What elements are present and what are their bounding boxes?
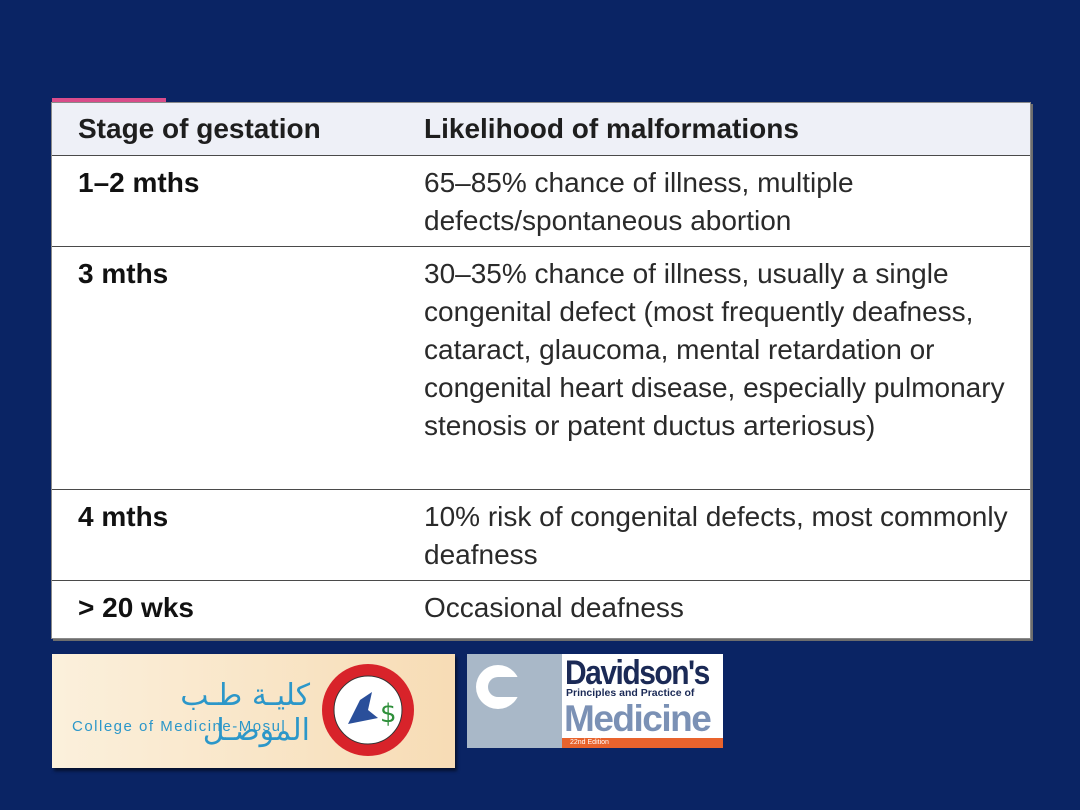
table-row: > 20 wks Occasional deafness (52, 581, 1030, 639)
table-row: 4 mths 10% risk of congenital defects, m… (52, 489, 1030, 581)
college-of-medicine-mosul-logo: كليـة طـب الموصـل College of Medicine-Mo… (52, 654, 455, 768)
table-row: 1–2 mths 65–85% chance of illness, multi… (52, 155, 1030, 247)
header-stage: Stage of gestation (52, 103, 424, 156)
header-likelihood: Likelihood of malformations (424, 103, 1030, 156)
logo-davidsons-title: Davidson's (565, 654, 710, 692)
logo-medicine-text: Medicine (564, 698, 712, 739)
logo-english-text: College of Medicine-Mosul (72, 718, 287, 735)
stage-cell: > 20 wks (78, 592, 194, 623)
svg-text:$: $ (380, 699, 397, 729)
college-seal-icon: $ (322, 664, 414, 756)
data-table: Stage of gestation Likelihood of malform… (52, 103, 1030, 639)
logo-arabic-text: كليـة طـب الموصـل (180, 678, 310, 748)
likelihood-cell: Occasional deafness (424, 592, 684, 623)
rubella-malformation-table: Stage of gestation Likelihood of malform… (51, 102, 1031, 639)
edition-text: 22nd Edition (570, 739, 609, 746)
table-header-row: Stage of gestation Likelihood of malform… (52, 103, 1030, 156)
stage-cell: 4 mths (52, 489, 424, 581)
edition-bar: 22nd Edition (562, 738, 723, 748)
likelihood-cell: 30–35% chance of illness, usually a sing… (424, 246, 1030, 490)
stage-cell: 1–2 mths (52, 155, 424, 247)
davidsons-medicine-logo: Davidson's Principles and Practice of Me… (467, 654, 723, 748)
likelihood-cell: 10% risk of congenital defects, most com… (424, 489, 1030, 581)
book-circle-icon (476, 665, 523, 709)
table-row: 3 mths 30–35% chance of illness, usually… (52, 246, 1030, 490)
logo-subtitle: Principles and Practice of (566, 687, 695, 699)
table-top-tab (52, 98, 166, 103)
likelihood-cell: 65–85% chance of illness, multiple defec… (424, 155, 1030, 247)
stage-cell: 3 mths (52, 246, 424, 490)
